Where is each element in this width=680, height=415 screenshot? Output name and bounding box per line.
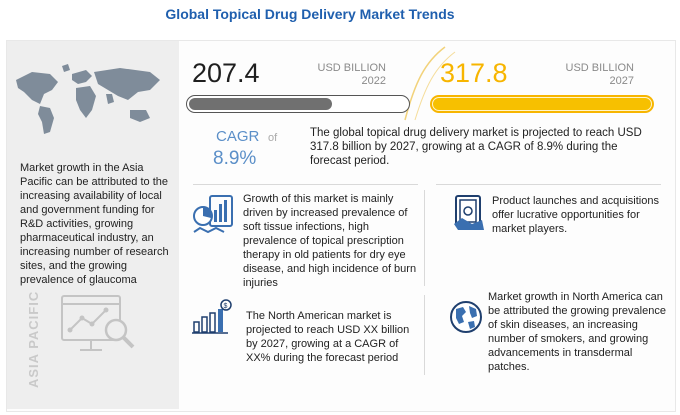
svg-text:$: $ (224, 303, 228, 310)
cagr-label: CAGR (216, 128, 260, 145)
divider-line (436, 184, 661, 185)
page-title: Global Topical Drug Delivery Market Tren… (165, 6, 455, 22)
market-2027-unit-block: USD BILLION 2027 (562, 62, 634, 88)
divider-line (193, 184, 418, 185)
market-2022-unit-block: USD BILLION 2022 (316, 62, 386, 88)
world-map-icon (16, 64, 160, 134)
market-2027-value: 317.8 (440, 58, 508, 88)
globe-icon (450, 301, 482, 333)
market-2022-year: 2022 (361, 75, 386, 87)
market-2027-year: 2027 (609, 75, 634, 87)
market-2022-value: 207.4 (192, 58, 260, 88)
market-summary: The global topical drug delivery market … (310, 127, 642, 167)
money-stack-icon (454, 195, 484, 230)
market-2022-bar-fill (189, 98, 332, 110)
divider-line (424, 190, 425, 286)
drivers-text: Growth of this market is mainly driven b… (243, 193, 417, 289)
market-2027-bar-fill (432, 97, 652, 111)
growth-chart-dollar-icon: $ (192, 299, 232, 334)
north-america-growth-text: Market growth in North America can be at… (488, 291, 666, 373)
divider-line (424, 295, 425, 375)
asia-pacific-text: Market growth in the Asia Pacific can be… (20, 162, 169, 286)
medical-chart-icon (193, 195, 233, 234)
cagr-of: of (268, 132, 278, 144)
opportunities-text: Product launches and acquisitions offer … (492, 195, 659, 235)
market-2027-bar (430, 95, 654, 113)
market-2022-bar (186, 95, 410, 113)
market-2027-unit: USD BILLION (565, 62, 634, 74)
analytics-magnifier-icon (61, 295, 135, 351)
cagr-value: 8.9% (213, 148, 257, 169)
region-label: ASIA PACIFIC (26, 290, 41, 388)
market-2022-unit: USD BILLION (317, 62, 386, 74)
north-america-market-text: The North American market is projected t… (246, 310, 410, 364)
